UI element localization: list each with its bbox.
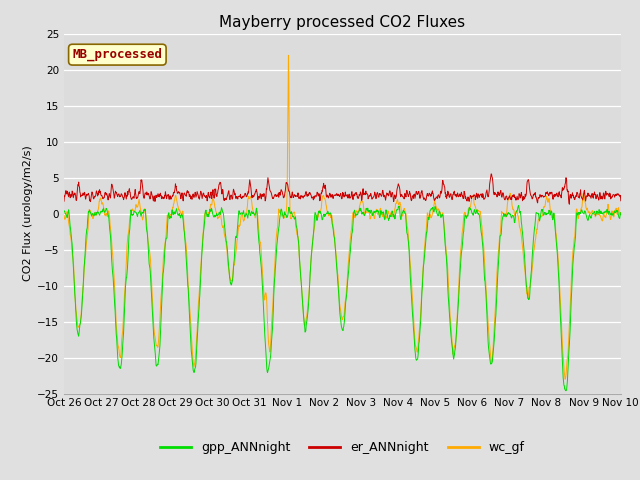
Legend: gpp_ANNnight, er_ANNnight, wc_gf: gpp_ANNnight, er_ANNnight, wc_gf [155, 436, 530, 459]
Title: Mayberry processed CO2 Fluxes: Mayberry processed CO2 Fluxes [220, 15, 465, 30]
Y-axis label: CO2 Flux (urology/m2/s): CO2 Flux (urology/m2/s) [23, 146, 33, 281]
Text: MB_processed: MB_processed [72, 48, 163, 61]
